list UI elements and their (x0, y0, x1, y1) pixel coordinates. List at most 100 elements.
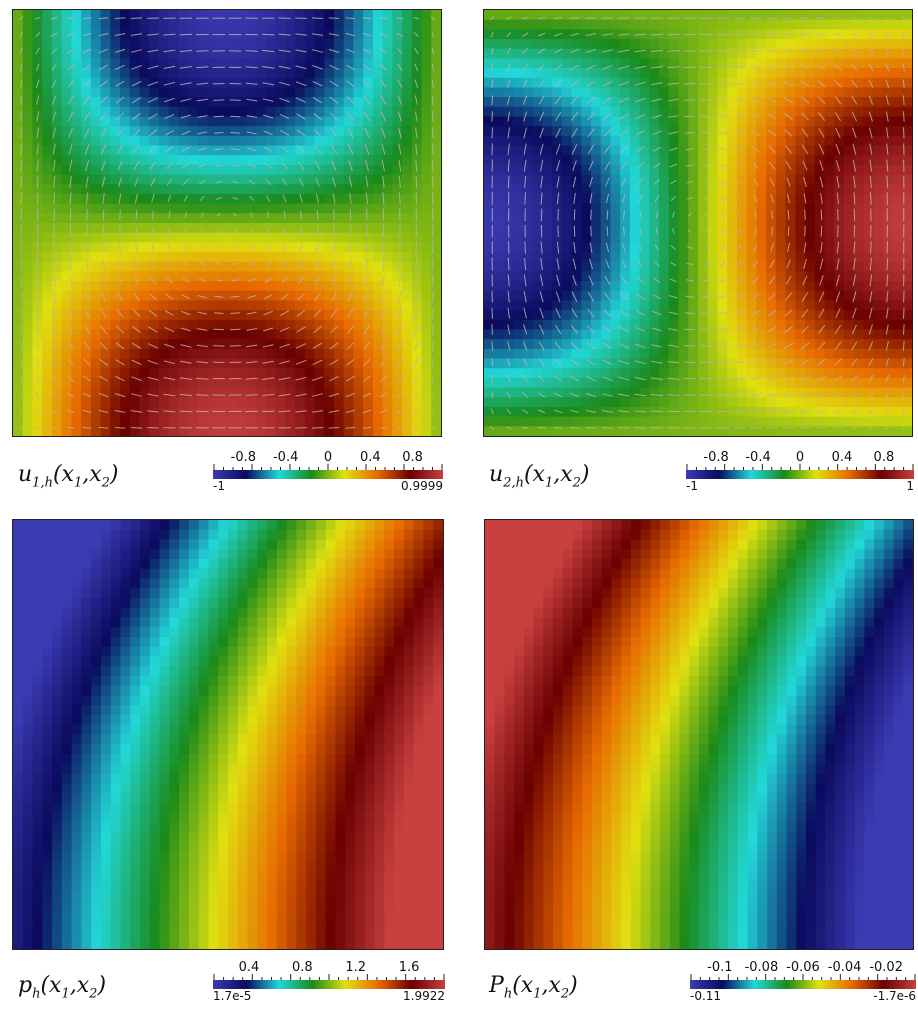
velocity-arrow (636, 162, 644, 170)
field-cell (304, 339, 316, 350)
field-cell (22, 164, 34, 176)
field-cell (207, 213, 218, 224)
field-cell (843, 252, 855, 263)
field-cell (178, 339, 189, 350)
velocity-arrow (230, 148, 240, 151)
field-cell (149, 106, 160, 118)
field-cell (629, 10, 641, 21)
field-cell (766, 358, 777, 369)
velocity-arrow (196, 98, 208, 102)
field-cell (863, 213, 874, 224)
field-cell (256, 377, 267, 389)
field-cell (51, 97, 63, 108)
field-cell (90, 242, 102, 253)
field-cell (411, 397, 423, 408)
field-cell (493, 319, 505, 331)
velocity-arrow (605, 177, 610, 187)
field-cell (522, 19, 534, 30)
field-cell (120, 39, 131, 50)
velocity-arrow (802, 160, 808, 171)
field-cell (717, 319, 728, 331)
field-cell (51, 339, 63, 350)
field-cell (552, 184, 563, 195)
field-cell (334, 203, 345, 214)
field-cell (542, 339, 553, 350)
field-cell (649, 358, 660, 369)
field-cell (392, 252, 403, 263)
field-cell (678, 348, 689, 360)
field-cell (431, 19, 441, 30)
velocity-arrow (869, 127, 873, 139)
field-cell (149, 58, 160, 69)
field-cell (571, 310, 582, 321)
field-cell (61, 377, 72, 389)
velocity-arrow (803, 242, 807, 253)
velocity-arrow (398, 257, 401, 271)
field-cell (411, 377, 423, 389)
velocity-arrow (114, 33, 126, 36)
field-cell (542, 310, 553, 321)
field-cell (139, 126, 150, 137)
field-cell (756, 339, 767, 350)
field-cell (402, 319, 413, 331)
field-cell (363, 116, 374, 127)
field-cell (431, 87, 441, 98)
field-cell (882, 193, 894, 205)
velocity-arrow (36, 143, 39, 156)
velocity-arrow (347, 144, 354, 155)
field-cell (149, 39, 160, 50)
field-cell (668, 174, 680, 185)
field-cell (552, 252, 563, 263)
field-cell (411, 223, 423, 234)
field-cell (363, 329, 374, 340)
field-cell (363, 368, 374, 379)
velocity-arrow (415, 307, 418, 319)
field-cell (775, 58, 787, 69)
field-cell (227, 77, 238, 89)
field-cell (363, 77, 374, 89)
field-cell (698, 426, 709, 436)
field-cell (532, 184, 543, 195)
field-cell (717, 300, 728, 311)
field-cell (756, 29, 767, 40)
field-cell (668, 155, 680, 166)
velocity-arrow (180, 360, 192, 364)
field-cell (561, 174, 573, 185)
velocity-arrow (51, 341, 57, 351)
field-cell (659, 39, 670, 50)
field-cell (707, 126, 719, 137)
velocity-arrow (133, 292, 140, 302)
field-cell (824, 377, 835, 389)
field-cell (129, 252, 141, 263)
field-cell (197, 97, 209, 108)
field-cell (265, 155, 277, 166)
field-cell (285, 387, 296, 398)
field-cell (110, 377, 121, 389)
field-cell (363, 145, 374, 156)
field-cell (421, 348, 432, 360)
velocity-arrow (182, 260, 189, 268)
field-cell (571, 135, 582, 147)
velocity-arrow (315, 242, 320, 253)
field-cell (207, 58, 218, 69)
field-cell (639, 193, 650, 205)
field-cell (295, 116, 306, 127)
field-cell (629, 368, 641, 379)
field-cell (542, 387, 553, 398)
field-cell (659, 135, 670, 147)
field-cell (522, 223, 534, 234)
field-cell (324, 368, 335, 379)
velocity-arrow (537, 48, 546, 54)
field-cell (382, 87, 393, 98)
field-cell (382, 387, 393, 398)
field-cell (372, 68, 384, 79)
velocity-arrow (399, 192, 401, 205)
field-cell (805, 387, 816, 398)
field-cell (295, 135, 306, 147)
velocity-arrow (295, 49, 307, 53)
velocity-arrow (20, 324, 22, 335)
field-cell (629, 271, 641, 282)
field-cell (149, 377, 160, 389)
field-cell (295, 358, 306, 369)
velocity-arrow (381, 143, 386, 155)
